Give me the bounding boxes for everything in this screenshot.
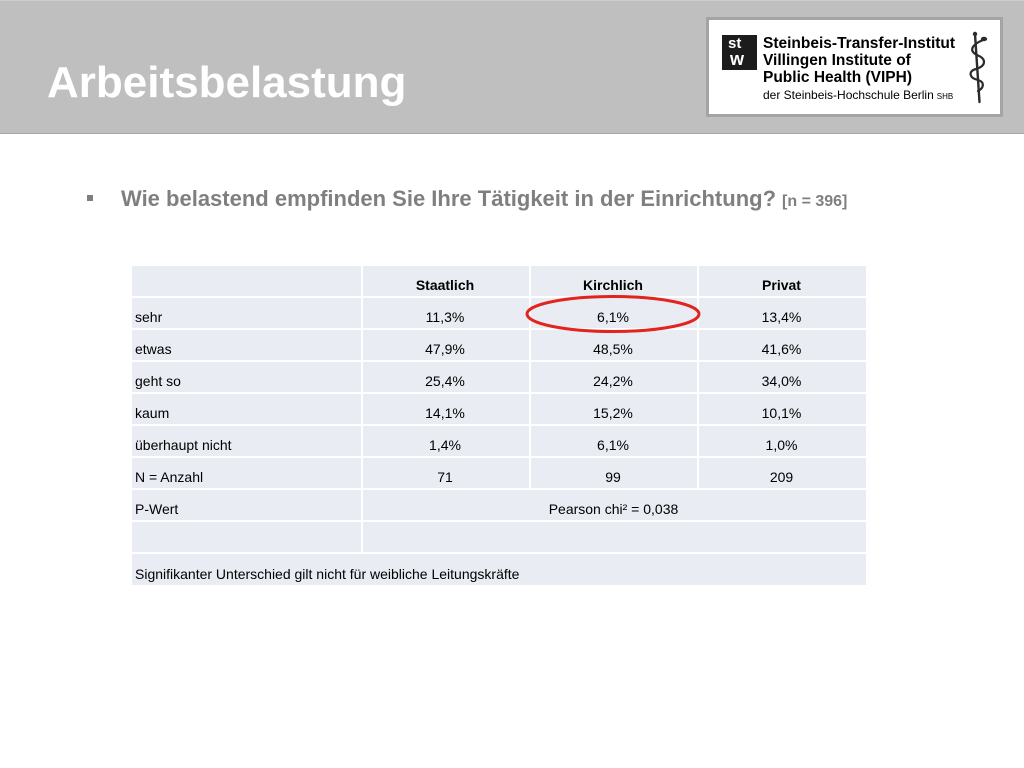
table-cell: 209 (697, 456, 868, 490)
table-row: geht so 25,4% 24,2% 34,0% (130, 360, 868, 394)
sample-size: [n = 396] (782, 193, 848, 210)
row-label: kaum (130, 392, 363, 426)
table-cell: 6,1% (529, 296, 699, 330)
table-cell: 10,1% (697, 392, 868, 426)
p-value-cell: Pearson chi² = 0,038 (361, 488, 868, 522)
table-cell: 14,1% (361, 392, 531, 426)
blank-label-cell (130, 520, 363, 554)
table-row-count: N = Anzahl 71 99 209 (130, 456, 868, 490)
logo-text: Steinbeis-Transfer-Institut Villingen In… (763, 35, 961, 106)
column-header-staatlich: Staatlich (361, 264, 531, 298)
note-cell: Signifikanter Unterschied gilt nicht für… (130, 552, 868, 587)
row-label: geht so (130, 360, 363, 394)
row-label: N = Anzahl (130, 456, 363, 490)
logo-line-location: Villingen Institute of (763, 52, 911, 69)
table-cell: 11,3% (361, 296, 531, 330)
logo-line-viph: Public Health (VIPH) (763, 69, 912, 86)
table-cell: 24,2% (529, 360, 699, 394)
stw-logo-mark: st w (722, 35, 757, 70)
row-label: etwas (130, 328, 363, 362)
table-row: sehr 11,3% 6,1% 13,4% (130, 296, 868, 330)
table-cell: 25,4% (361, 360, 531, 394)
square-bullet-icon (87, 195, 93, 201)
table-cell: 41,6% (697, 328, 868, 362)
results-table: Staatlich Kirchlich Privat sehr 11,3% 6,… (130, 264, 868, 587)
header-cell-empty (130, 264, 363, 298)
column-header-kirchlich: Kirchlich (529, 264, 699, 298)
table-row-note: Signifikanter Unterschied gilt nicht für… (130, 552, 868, 587)
aesculapian-staff-icon (969, 31, 988, 104)
logo-line-institute: Steinbeis-Transfer-Institut (763, 35, 956, 52)
logo-university-abbr: SHB (936, 92, 954, 101)
table-cell: 6,1% (529, 424, 699, 458)
table-row: überhaupt nicht 1,4% 6,1% 1,0% (130, 424, 868, 458)
logo-university-name: der Steinbeis-Hochschule Berlin (763, 88, 934, 102)
table-cell: 34,0% (697, 360, 868, 394)
institute-logo: st w Steinbeis-Transfer-Institut Villing… (706, 17, 1003, 117)
column-header-privat: Privat (697, 264, 868, 298)
table-row: kaum 14,1% 15,2% 10,1% (130, 392, 868, 426)
slide-title: Arbeitsbelastung (47, 58, 407, 107)
table-cell: 15,2% (529, 392, 699, 426)
logo-mark-top: st (728, 35, 742, 52)
table-row-p-value: P-Wert Pearson chi² = 0,038 (130, 488, 868, 522)
row-label: P-Wert (130, 488, 363, 522)
question-item: Wie belastend empfinden Sie Ihre Tätigke… (121, 185, 847, 216)
row-label: sehr (130, 296, 363, 330)
table-cell: 13,4% (697, 296, 868, 330)
table-cell: 48,5% (529, 328, 699, 362)
logo-mark-bottom: w (730, 49, 745, 69)
table-cell: 1,0% (697, 424, 868, 458)
logo-line-university: der Steinbeis-Hochschule Berlin SHB (763, 86, 961, 106)
row-label: überhaupt nicht (130, 424, 363, 458)
table-cell: 99 (529, 456, 699, 490)
table-row-blank (130, 520, 868, 554)
table-cell: 47,9% (361, 328, 531, 362)
table-cell: 71 (361, 456, 531, 490)
table-row: etwas 47,9% 48,5% 41,6% (130, 328, 868, 362)
blank-value-cell (361, 520, 868, 554)
table-header-row: Staatlich Kirchlich Privat (130, 264, 868, 298)
table-cell: 1,4% (361, 424, 531, 458)
question-text: Wie belastend empfinden Sie Ihre Tätigke… (121, 186, 777, 211)
